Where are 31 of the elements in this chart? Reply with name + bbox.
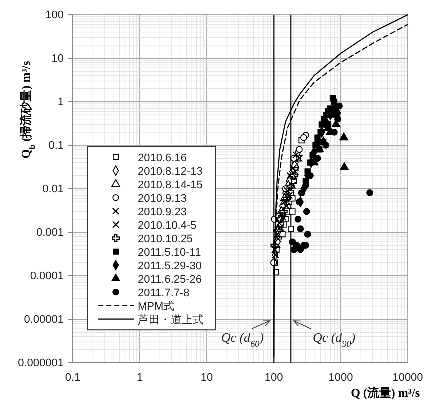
y-tick-label: 0.0001: [30, 270, 64, 283]
legend-label: 2010.8.14-15: [138, 179, 203, 192]
legend-label: 2011.5.29-30: [138, 260, 202, 272]
y-tick-label: 10: [52, 53, 64, 66]
legend-label: 2010.8.12-13: [138, 166, 203, 178]
legend-label: 2010.10.4-5: [138, 220, 197, 232]
legend-label: 2011.7.7-8: [138, 287, 190, 300]
y-tick-label: 0.01: [42, 184, 64, 196]
x-tick-label: 1: [136, 372, 144, 384]
y-tick-label: 100: [46, 10, 64, 22]
legend-label: 芦田・道上式: [138, 313, 204, 326]
x-tick-label: 10: [200, 372, 214, 384]
legend-label: 2010.10.25: [138, 233, 194, 246]
x-tick-label: 10000: [392, 372, 424, 384]
ref-line-label: Qc (d$_{90}$): [312, 330, 356, 349]
x-tick-label: 0.1: [65, 372, 81, 384]
x-axis-title: Q (流量) m³/s: [351, 386, 420, 400]
legend-label: 2010.9.13: [138, 192, 187, 205]
y-tick-label: 1: [58, 96, 64, 109]
legend-label: 2011.5.10-11: [138, 246, 202, 259]
x-tick-label: 1000: [328, 372, 354, 384]
legend-label: MPM式: [138, 300, 175, 313]
y-tick-label: 0.000001: [18, 358, 64, 370]
ref-line-label: Qc (d$_{60}$): [221, 330, 264, 349]
y-tick-label: 0.00001: [24, 314, 64, 326]
y-tick-label: 0.1: [48, 140, 64, 152]
x-tick-label: 100: [264, 372, 284, 384]
legend-label: 2011.6.25-26: [138, 274, 202, 286]
y-tick-label: 0.001: [36, 227, 64, 240]
legend-label: 2010.6.16: [138, 152, 187, 164]
legend-label: 2010.9.23: [138, 206, 187, 218]
